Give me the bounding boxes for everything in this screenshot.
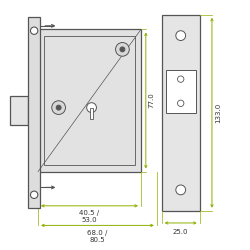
Text: 68.0 /
80.5: 68.0 / 80.5 bbox=[87, 230, 108, 243]
Circle shape bbox=[178, 100, 184, 106]
Bar bbox=[44, 36, 135, 166]
Circle shape bbox=[30, 27, 38, 34]
Bar bbox=[28, 17, 40, 208]
Text: 133.0: 133.0 bbox=[215, 103, 221, 123]
Text: 25.0: 25.0 bbox=[173, 229, 188, 235]
Text: 77.0: 77.0 bbox=[149, 93, 155, 108]
Circle shape bbox=[87, 103, 97, 113]
Circle shape bbox=[56, 105, 61, 110]
Circle shape bbox=[52, 101, 66, 114]
Bar bbox=[10, 96, 28, 125]
Bar bbox=[166, 70, 196, 113]
Bar bbox=[90, 108, 93, 119]
Bar bbox=[162, 15, 200, 211]
Circle shape bbox=[176, 31, 186, 40]
Circle shape bbox=[30, 191, 38, 198]
Circle shape bbox=[176, 185, 186, 195]
Circle shape bbox=[120, 47, 125, 52]
Circle shape bbox=[116, 42, 129, 56]
Text: 40.5 /
53.0: 40.5 / 53.0 bbox=[80, 210, 100, 223]
Circle shape bbox=[178, 76, 184, 82]
Bar bbox=[38, 30, 141, 172]
